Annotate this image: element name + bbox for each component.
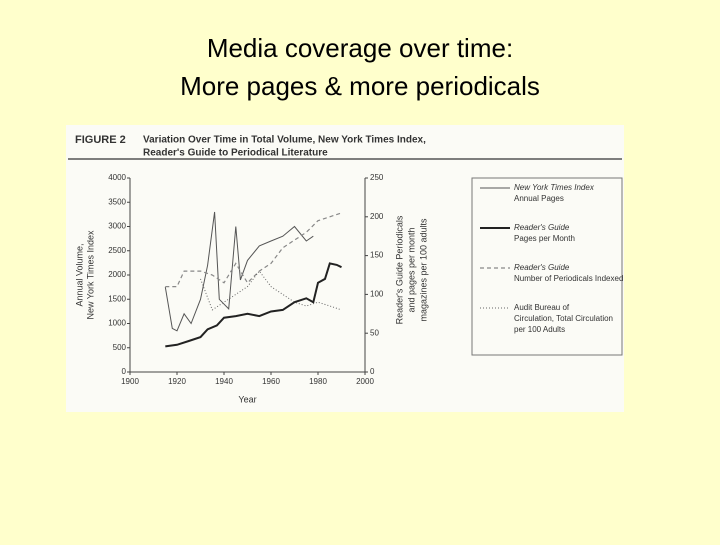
x-tick-label: 2000 — [356, 377, 374, 386]
legend-label: Audit Bureau of Circulation, Total Circul… — [514, 303, 613, 334]
figure-panel — [66, 125, 624, 412]
y2-tick-label: 0 — [370, 367, 375, 376]
series-line — [164, 211, 314, 332]
y2-tick-label: 150 — [370, 251, 384, 260]
legend-detail: Number of Periodicals Indexed — [514, 274, 623, 283]
legend-detail: Pages per Month — [514, 234, 575, 243]
series-line — [165, 262, 342, 348]
x-tick-label: 1900 — [121, 377, 139, 386]
slide-title: Media coverage over time: — [207, 33, 513, 63]
y2-axis-label: magazines per 100 adults — [418, 218, 428, 322]
y-axis-label: New York Times Index — [85, 230, 95, 320]
legend-detail: Annual Pages — [514, 194, 564, 203]
y-tick-label: 1000 — [108, 319, 126, 328]
x-axis-label: Year — [238, 394, 256, 404]
y2-tick-label: 50 — [370, 328, 379, 337]
y-tick-label: 1500 — [108, 294, 126, 303]
y-tick-label: 0 — [122, 367, 127, 376]
y2-tick-label: 200 — [370, 212, 384, 221]
y-tick-label: 3000 — [108, 222, 126, 231]
y2-tick-label: 100 — [370, 290, 384, 299]
y-tick-label: 500 — [113, 343, 127, 352]
slide-title: More pages & more periodicals — [180, 71, 540, 101]
y-tick-label: 4000 — [108, 173, 126, 182]
legend-label: New York Times Index — [514, 183, 595, 192]
y2-axis-label: and pages per month — [406, 227, 416, 312]
y-tick-label: 3500 — [108, 197, 126, 206]
chart-title: Reader's Guide to Periodical Literature — [143, 148, 328, 159]
legend-label: Reader's Guide — [514, 263, 570, 272]
y2-axis-label: Reader's Guide Periodicals — [394, 215, 404, 324]
y-tick-label: 2000 — [108, 270, 126, 279]
x-tick-label: 1960 — [262, 377, 280, 386]
legend-box — [471, 177, 623, 356]
figure-label: FIGURE 2 — [75, 134, 126, 146]
x-tick-label: 1920 — [168, 377, 186, 386]
x-tick-label: 1980 — [309, 377, 327, 386]
legend-label: Reader's Guide — [514, 223, 570, 232]
chart-title: Variation Over Time in Total Volume, New… — [143, 135, 426, 146]
series-line — [165, 212, 342, 288]
y-tick-label: 2500 — [108, 246, 126, 255]
x-tick-label: 1940 — [215, 377, 233, 386]
series-line — [200, 270, 342, 311]
y2-tick-label: 250 — [370, 173, 384, 182]
y-axis-label: Annual Volume, — [74, 243, 84, 306]
